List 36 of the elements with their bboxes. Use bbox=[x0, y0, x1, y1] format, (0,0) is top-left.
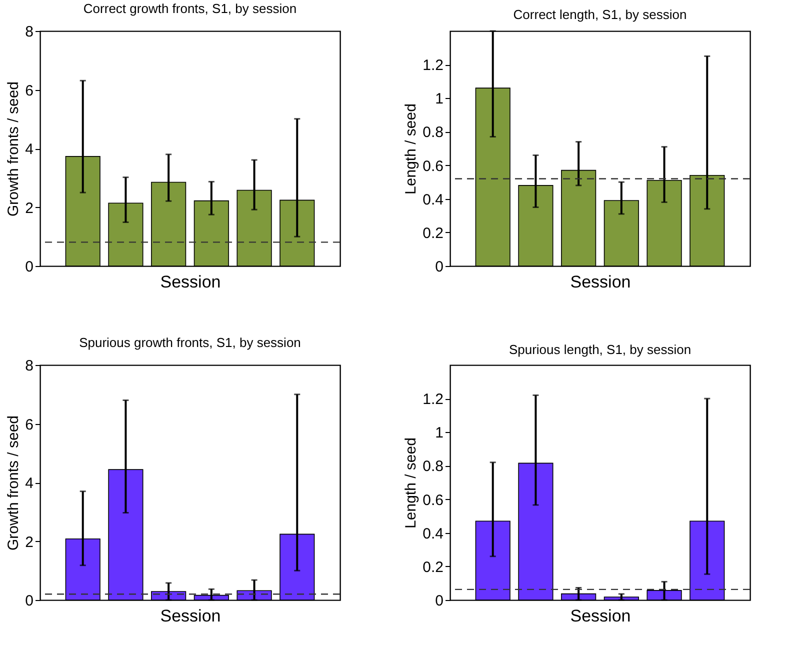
x-axis-title: Session bbox=[570, 606, 631, 626]
y-tick-label: 6 bbox=[25, 416, 34, 434]
y-tick-label: 0.2 bbox=[422, 224, 444, 242]
y-tick-label: 1 bbox=[435, 424, 444, 442]
y-tick-label: 0.2 bbox=[422, 558, 444, 576]
y-tick-label: 2 bbox=[25, 200, 34, 217]
y-tick-label: 0 bbox=[25, 592, 34, 610]
y-tick-label: 0.4 bbox=[422, 191, 444, 208]
y-axis-title: Length / seed bbox=[402, 438, 420, 528]
y-tick-label: 4 bbox=[25, 141, 34, 158]
y-axis-title: Length / seed bbox=[402, 104, 420, 194]
y-tick-label: 1 bbox=[435, 90, 444, 108]
y-tick-label: 0.4 bbox=[422, 525, 444, 542]
y-tick-label: 0 bbox=[25, 258, 34, 276]
chart-title: Correct growth fronts, S1, by session bbox=[83, 1, 297, 16]
y-tick-label: 0.6 bbox=[422, 492, 444, 509]
y-axis-title: Growth fronts / seed bbox=[5, 81, 22, 217]
y-tick-label: 1.2 bbox=[422, 57, 444, 74]
y-tick-label: 8 bbox=[25, 24, 34, 40]
y-tick-label: 4 bbox=[25, 475, 34, 492]
chart-title: Correct length, S1, by session bbox=[513, 7, 687, 22]
y-axis-title: Growth fronts / seed bbox=[5, 415, 22, 551]
chart-title: Spurious growth fronts, S1, by session bbox=[79, 335, 301, 350]
x-axis-title: Session bbox=[160, 606, 221, 626]
y-tick-label: 0.6 bbox=[422, 158, 444, 175]
y-tick-label: 0.8 bbox=[422, 124, 444, 142]
y-tick-label: 0.8 bbox=[422, 458, 444, 476]
chart-title: Spurious length, S1, by session bbox=[508, 342, 692, 357]
y-tick-label: 2 bbox=[25, 534, 34, 551]
y-tick-label: 1.2 bbox=[422, 391, 444, 408]
x-axis-title: Session bbox=[160, 272, 221, 292]
y-tick-label: 0 bbox=[435, 592, 444, 610]
y-tick-label: 0 bbox=[435, 258, 444, 276]
y-tick-label: 6 bbox=[25, 82, 34, 100]
x-axis-title: Session bbox=[570, 272, 631, 292]
y-tick-label: 8 bbox=[25, 358, 34, 374]
